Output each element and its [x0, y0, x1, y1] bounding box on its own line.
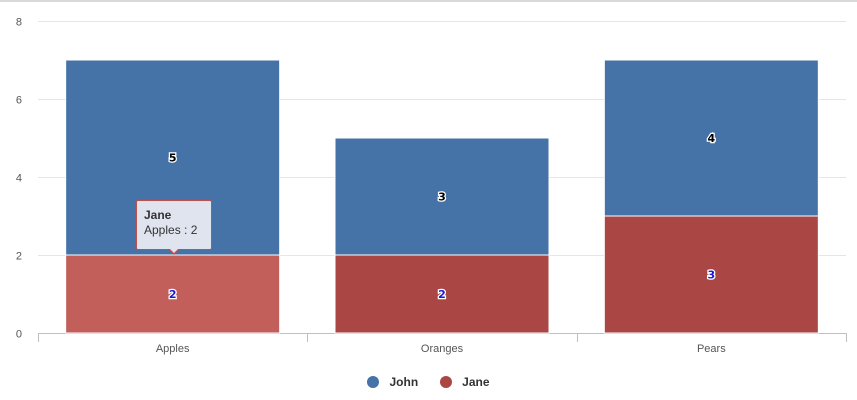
bars: [65, 59, 819, 334]
y-tick-label: 4: [16, 173, 22, 185]
x-category-label: Oranges: [421, 343, 464, 355]
data-label: 2: [438, 288, 446, 301]
legend-label-jane: Jane: [462, 375, 490, 389]
legend-dot-jane-icon: [440, 376, 453, 388]
y-tick-label: 2: [16, 251, 22, 263]
bar-jane[interactable]: [65, 254, 281, 334]
data-label: 3: [438, 191, 446, 204]
x-category-label: Pears: [697, 343, 726, 355]
bar-john[interactable]: [334, 137, 550, 256]
bar-jane[interactable]: [334, 254, 550, 334]
data-labels: 2 5 2 3 3 4: [168, 131, 717, 303]
tooltip-body: Apples : 2: [144, 223, 198, 237]
legend-label-john: John: [389, 375, 419, 389]
data-label: 2: [169, 288, 177, 301]
bar-jane[interactable]: [603, 215, 819, 334]
legend-dot-john-icon: [367, 376, 380, 388]
data-label: 4: [708, 132, 716, 145]
tooltip-arrow-inner: [169, 248, 179, 253]
tooltip: Jane Apples : 2: [136, 200, 212, 250]
data-label: 3: [708, 269, 716, 282]
bar-john[interactable]: [65, 59, 281, 256]
legend: John Jane: [0, 372, 857, 392]
legend-item-jane[interactable]: Jane: [440, 375, 490, 389]
legend-item-john[interactable]: John: [367, 375, 418, 389]
tooltip-title: Jane: [144, 208, 172, 222]
y-tick-label: 6: [16, 95, 22, 107]
y-tick-label: 0: [16, 329, 22, 341]
y-tick-label: 8: [16, 17, 22, 29]
axes: 0 2 4 6 8 Apples Oranges Pears: [16, 17, 847, 355]
bar-john[interactable]: [603, 59, 819, 217]
chart-top-border: [0, 0, 857, 2]
x-category-label: Apples: [156, 343, 190, 355]
data-label: 5: [169, 152, 177, 165]
